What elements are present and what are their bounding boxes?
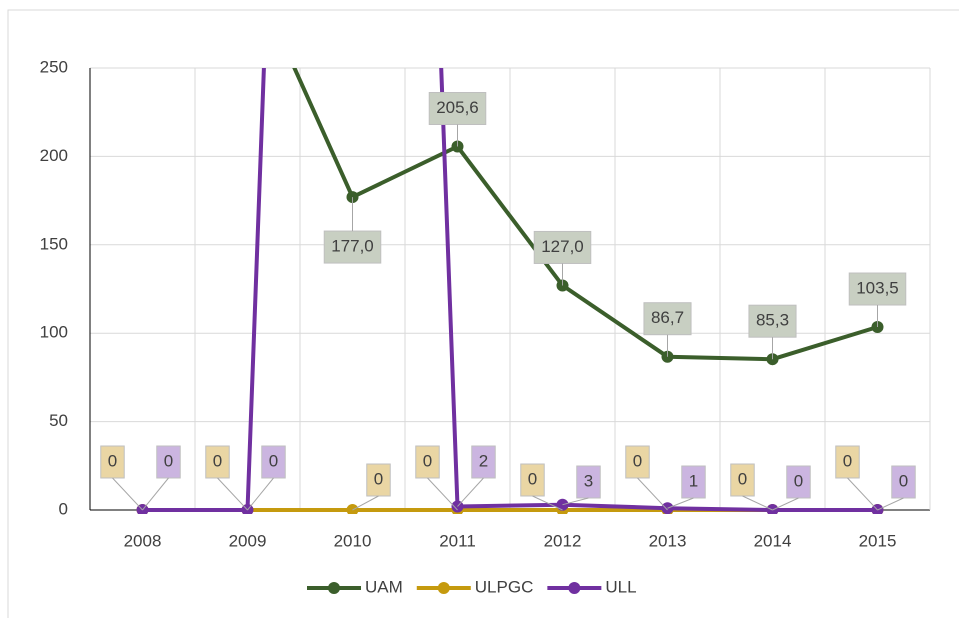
data-label: 0	[108, 451, 117, 470]
data-labels: 177,0 205,6 127,0 86,7 85,3 103,5 0 0 0 0 0 0 0 0 0 0 2 3…	[100, 91, 916, 511]
data-label: 3	[584, 471, 593, 490]
label-leader	[457, 477, 484, 507]
data-label: 205,6	[436, 98, 479, 117]
data-label: 86,7	[651, 308, 684, 327]
label-leader	[847, 477, 878, 511]
label-leader	[562, 497, 589, 506]
data-label: 0	[738, 469, 747, 488]
y-tick-label: 150	[40, 234, 68, 253]
x-tick-label: 2010	[334, 531, 372, 550]
data-label: 0	[213, 451, 222, 470]
series-line	[142, 68, 878, 512]
x-tick-label: 2015	[859, 531, 897, 550]
x-tick-label: 2012	[544, 531, 582, 550]
data-label: 103,5	[856, 278, 899, 297]
legend-swatch-marker	[568, 582, 581, 594]
data-label: 0	[899, 471, 908, 490]
data-label: 0	[843, 451, 852, 470]
label-leader	[352, 495, 379, 511]
data-label: 1	[689, 471, 698, 490]
label-leader	[532, 495, 563, 511]
legend-label: UAM	[365, 577, 403, 596]
data-label: 0	[164, 451, 173, 470]
legend-swatch-marker	[328, 582, 340, 594]
data-label-box	[323, 230, 382, 264]
label-leader	[742, 495, 773, 511]
label-leader	[877, 497, 904, 511]
data-label-box	[748, 304, 797, 338]
label-leader	[112, 477, 143, 511]
data-label: 177,0	[331, 237, 374, 256]
label-leader	[667, 497, 694, 509]
data-label: 0	[423, 451, 432, 470]
label-leader	[772, 497, 799, 511]
data-label: 0	[374, 469, 383, 488]
x-tick-label: 2013	[649, 531, 687, 550]
y-tick-label: 50	[49, 411, 68, 430]
legend: UAM ULPGC ULL	[307, 577, 637, 596]
data-label: 0	[633, 451, 642, 470]
x-tick-label: 2011	[439, 531, 476, 550]
label-leader	[247, 477, 274, 511]
data-label: 127,0	[541, 237, 584, 256]
label-leader	[217, 477, 248, 511]
x-tick-label: 2009	[229, 531, 267, 550]
label-leader	[142, 477, 169, 511]
point	[346, 504, 359, 514]
data-label-box	[428, 91, 487, 125]
data-label: 85,3	[756, 311, 789, 330]
data-label-box	[533, 230, 592, 264]
data-label: 0	[269, 451, 278, 470]
y-tick-label: 0	[59, 499, 68, 518]
legend-label: ULPGC	[475, 577, 534, 596]
y-tick-label: 200	[40, 146, 68, 165]
data-label-box	[848, 272, 907, 306]
label-leader	[637, 477, 668, 511]
label-leader	[427, 477, 458, 511]
x-tick-label: 2014	[754, 531, 792, 550]
data-label-box	[643, 302, 692, 336]
point	[766, 504, 779, 514]
data-label: 0	[528, 469, 537, 488]
legend-label: ULL	[605, 577, 636, 596]
x-tick-label: 2008	[124, 531, 162, 550]
data-label: 0	[794, 471, 803, 490]
y-tick-label: 250	[40, 57, 68, 76]
legend-swatch-marker	[437, 582, 450, 594]
data-label: 2	[479, 451, 488, 470]
y-tick-label: 100	[40, 323, 68, 342]
